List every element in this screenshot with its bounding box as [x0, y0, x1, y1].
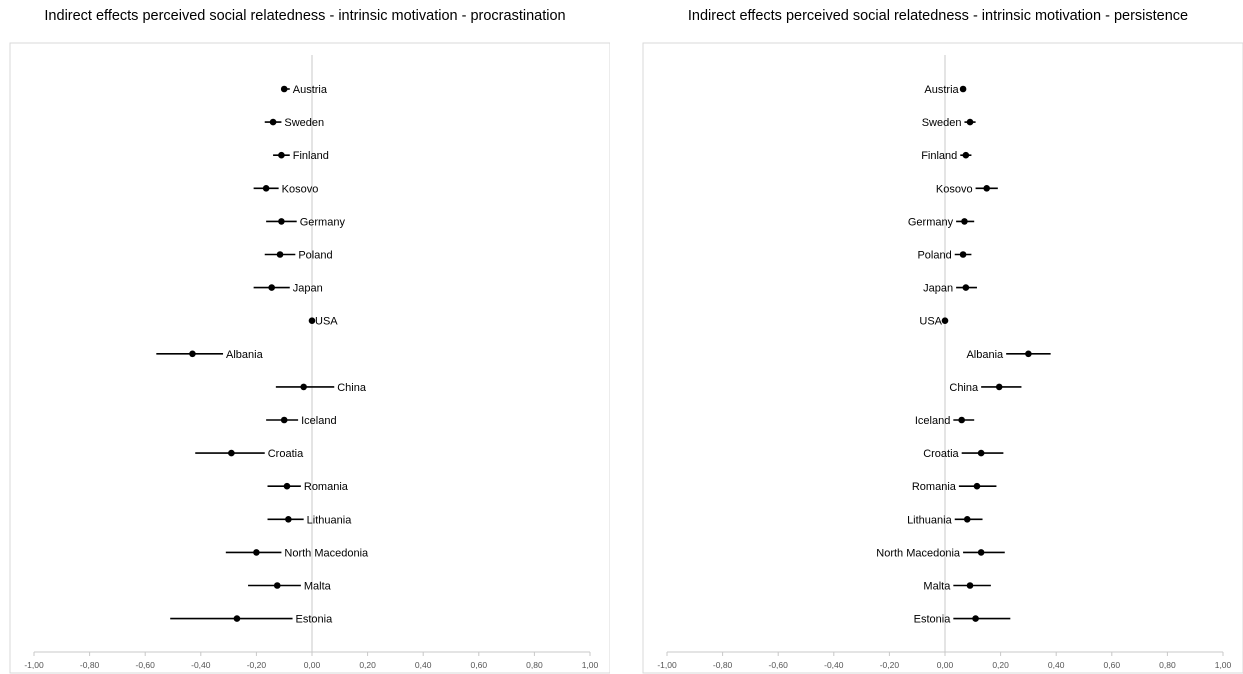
country-label: Japan	[923, 283, 953, 295]
country-label: Germany	[300, 216, 346, 228]
estimate-point-malta	[273, 582, 281, 589]
estimate-point-estonia	[233, 615, 241, 622]
x-tick-label: -1,00	[657, 660, 677, 670]
estimate-point-china	[995, 383, 1003, 391]
estimate-point-albania	[1025, 350, 1032, 358]
x-tick-label: 0,60	[471, 660, 488, 670]
estimate-point-austria	[959, 85, 967, 93]
estimate-point-sweden	[269, 118, 277, 126]
country-label: Malta	[304, 581, 332, 593]
country-label: Austria	[924, 84, 959, 96]
country-label: North Macedonia	[284, 547, 369, 559]
chart-frame	[642, 42, 1243, 674]
x-tick-label: 0,40	[415, 660, 432, 670]
country-label: Lithuania	[307, 514, 353, 526]
estimate-point-sweden	[966, 118, 974, 126]
country-label: North Macedonia	[876, 547, 961, 559]
x-tick-label: 0,00	[937, 660, 954, 670]
x-tick-label: 0,80	[526, 660, 543, 670]
country-label: Austria	[293, 84, 328, 96]
x-tick-label: 1,00	[1215, 660, 1232, 670]
x-tick-label: -0,80	[713, 660, 733, 670]
x-tick-label: -0,40	[824, 660, 844, 670]
forest-plot-persistence: -1,00 -0,80 -0,60 -0,40 -0,20 0,00 0,20 0,40 0,6…	[642, 42, 1243, 674]
country-label: Romania	[912, 481, 957, 493]
x-tick-label: 0,80	[1159, 660, 1176, 670]
estimate-point-finland	[962, 151, 970, 159]
estimate-point-japan	[962, 284, 970, 291]
chart-title: Indirect effects perceived social relate…	[687, 8, 1189, 24]
estimate-point-poland	[959, 251, 967, 258]
estimate-point-romania	[283, 482, 291, 490]
country-label: Croatia	[923, 448, 959, 460]
country-label: Japan	[293, 283, 323, 295]
estimate-point-croatia	[977, 449, 985, 457]
country-label: Estonia	[914, 614, 952, 626]
estimate-point-albania	[189, 350, 196, 358]
x-tick-label: -0,60	[769, 660, 789, 670]
estimate-point-germany	[278, 218, 285, 225]
country-label: Finland	[921, 150, 957, 162]
country-label: Sweden	[284, 117, 324, 129]
estimate-point-croatia	[228, 449, 235, 457]
x-tick-label: 0,00	[304, 660, 321, 670]
country-label: Iceland	[915, 415, 950, 427]
estimate-point-finland	[278, 151, 285, 159]
x-tick-label: -0,20	[247, 660, 267, 670]
estimate-point-china	[300, 383, 307, 391]
estimate-point-kosovo	[262, 185, 270, 192]
x-tick-label: -0,60	[136, 660, 156, 670]
country-label: Malta	[923, 581, 951, 593]
x-tick-label: 0,20	[992, 660, 1009, 670]
estimate-point-malta	[966, 582, 974, 589]
country-label: USA	[919, 316, 942, 328]
x-tick-label: 0,40	[1048, 660, 1065, 670]
estimate-point-germany	[961, 218, 968, 225]
x-tick-label: -1,00	[24, 660, 44, 670]
estimate-point-usa	[941, 317, 949, 325]
country-label: Croatia	[268, 448, 304, 460]
x-tick-label: 0,60	[1104, 660, 1121, 670]
x-tick-label: -0,80	[80, 660, 100, 670]
estimate-point-iceland	[280, 416, 288, 424]
country-label: Albania	[226, 349, 264, 361]
estimate-point-poland	[276, 251, 284, 258]
forest-plot-procrastination: -1,00 -0,80 -0,60 -0,40 -0,20 0,00 0,20 0,40 0,6…	[9, 42, 610, 674]
country-label: Finland	[293, 150, 329, 162]
country-label: Germany	[908, 216, 954, 228]
country-label: Lithuania	[907, 514, 953, 526]
chart-title: Indirect effects perceived social relate…	[44, 8, 566, 24]
x-tick-label: 1,00	[582, 660, 599, 670]
chart-persistence: Indirect effects perceived social relate…	[633, 0, 1243, 674]
x-tick-label: -0,40	[191, 660, 211, 670]
estimate-point-austria	[280, 85, 288, 93]
country-label: Iceland	[301, 415, 336, 427]
country-label: Sweden	[922, 117, 962, 129]
estimate-point-north-macedonia	[977, 549, 985, 556]
chart-frame	[9, 42, 610, 674]
x-tick-label: -0,20	[880, 660, 900, 670]
country-label: China	[949, 382, 979, 394]
country-label: USA	[315, 316, 338, 328]
estimate-point-lithuania	[963, 516, 971, 523]
country-label: Romania	[304, 481, 349, 493]
estimate-point-romania	[973, 482, 981, 490]
estimate-point-north-macedonia	[253, 549, 260, 556]
estimate-point-japan	[268, 284, 275, 291]
country-label: Poland	[298, 250, 332, 262]
estimate-point-iceland	[958, 416, 965, 424]
estimate-point-usa	[308, 317, 316, 325]
country-label: Kosovo	[936, 183, 973, 195]
country-label: Estonia	[296, 614, 334, 626]
country-label: China	[337, 382, 367, 394]
country-label: Albania	[966, 349, 1004, 361]
estimate-point-kosovo	[983, 185, 990, 192]
estimate-point-lithuania	[285, 516, 292, 523]
estimate-point-estonia	[972, 615, 979, 622]
country-label: Poland	[917, 250, 951, 262]
chart-procrastination: Indirect effects perceived social relate…	[0, 0, 610, 674]
x-tick-label: 0,20	[359, 660, 376, 670]
country-label: Kosovo	[282, 183, 319, 195]
